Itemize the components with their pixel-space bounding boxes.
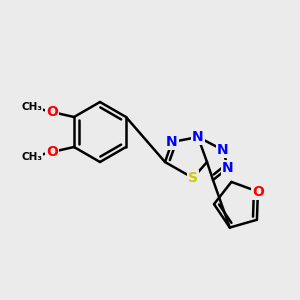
Text: O: O xyxy=(252,184,264,199)
Text: N: N xyxy=(222,161,234,175)
Text: CH₃: CH₃ xyxy=(22,152,43,162)
Text: S: S xyxy=(188,171,198,185)
Text: CH₃: CH₃ xyxy=(22,102,43,112)
Text: O: O xyxy=(46,105,58,119)
Text: N: N xyxy=(192,130,204,144)
Text: N: N xyxy=(166,135,178,149)
Text: N: N xyxy=(217,143,229,157)
Text: O: O xyxy=(46,145,58,159)
